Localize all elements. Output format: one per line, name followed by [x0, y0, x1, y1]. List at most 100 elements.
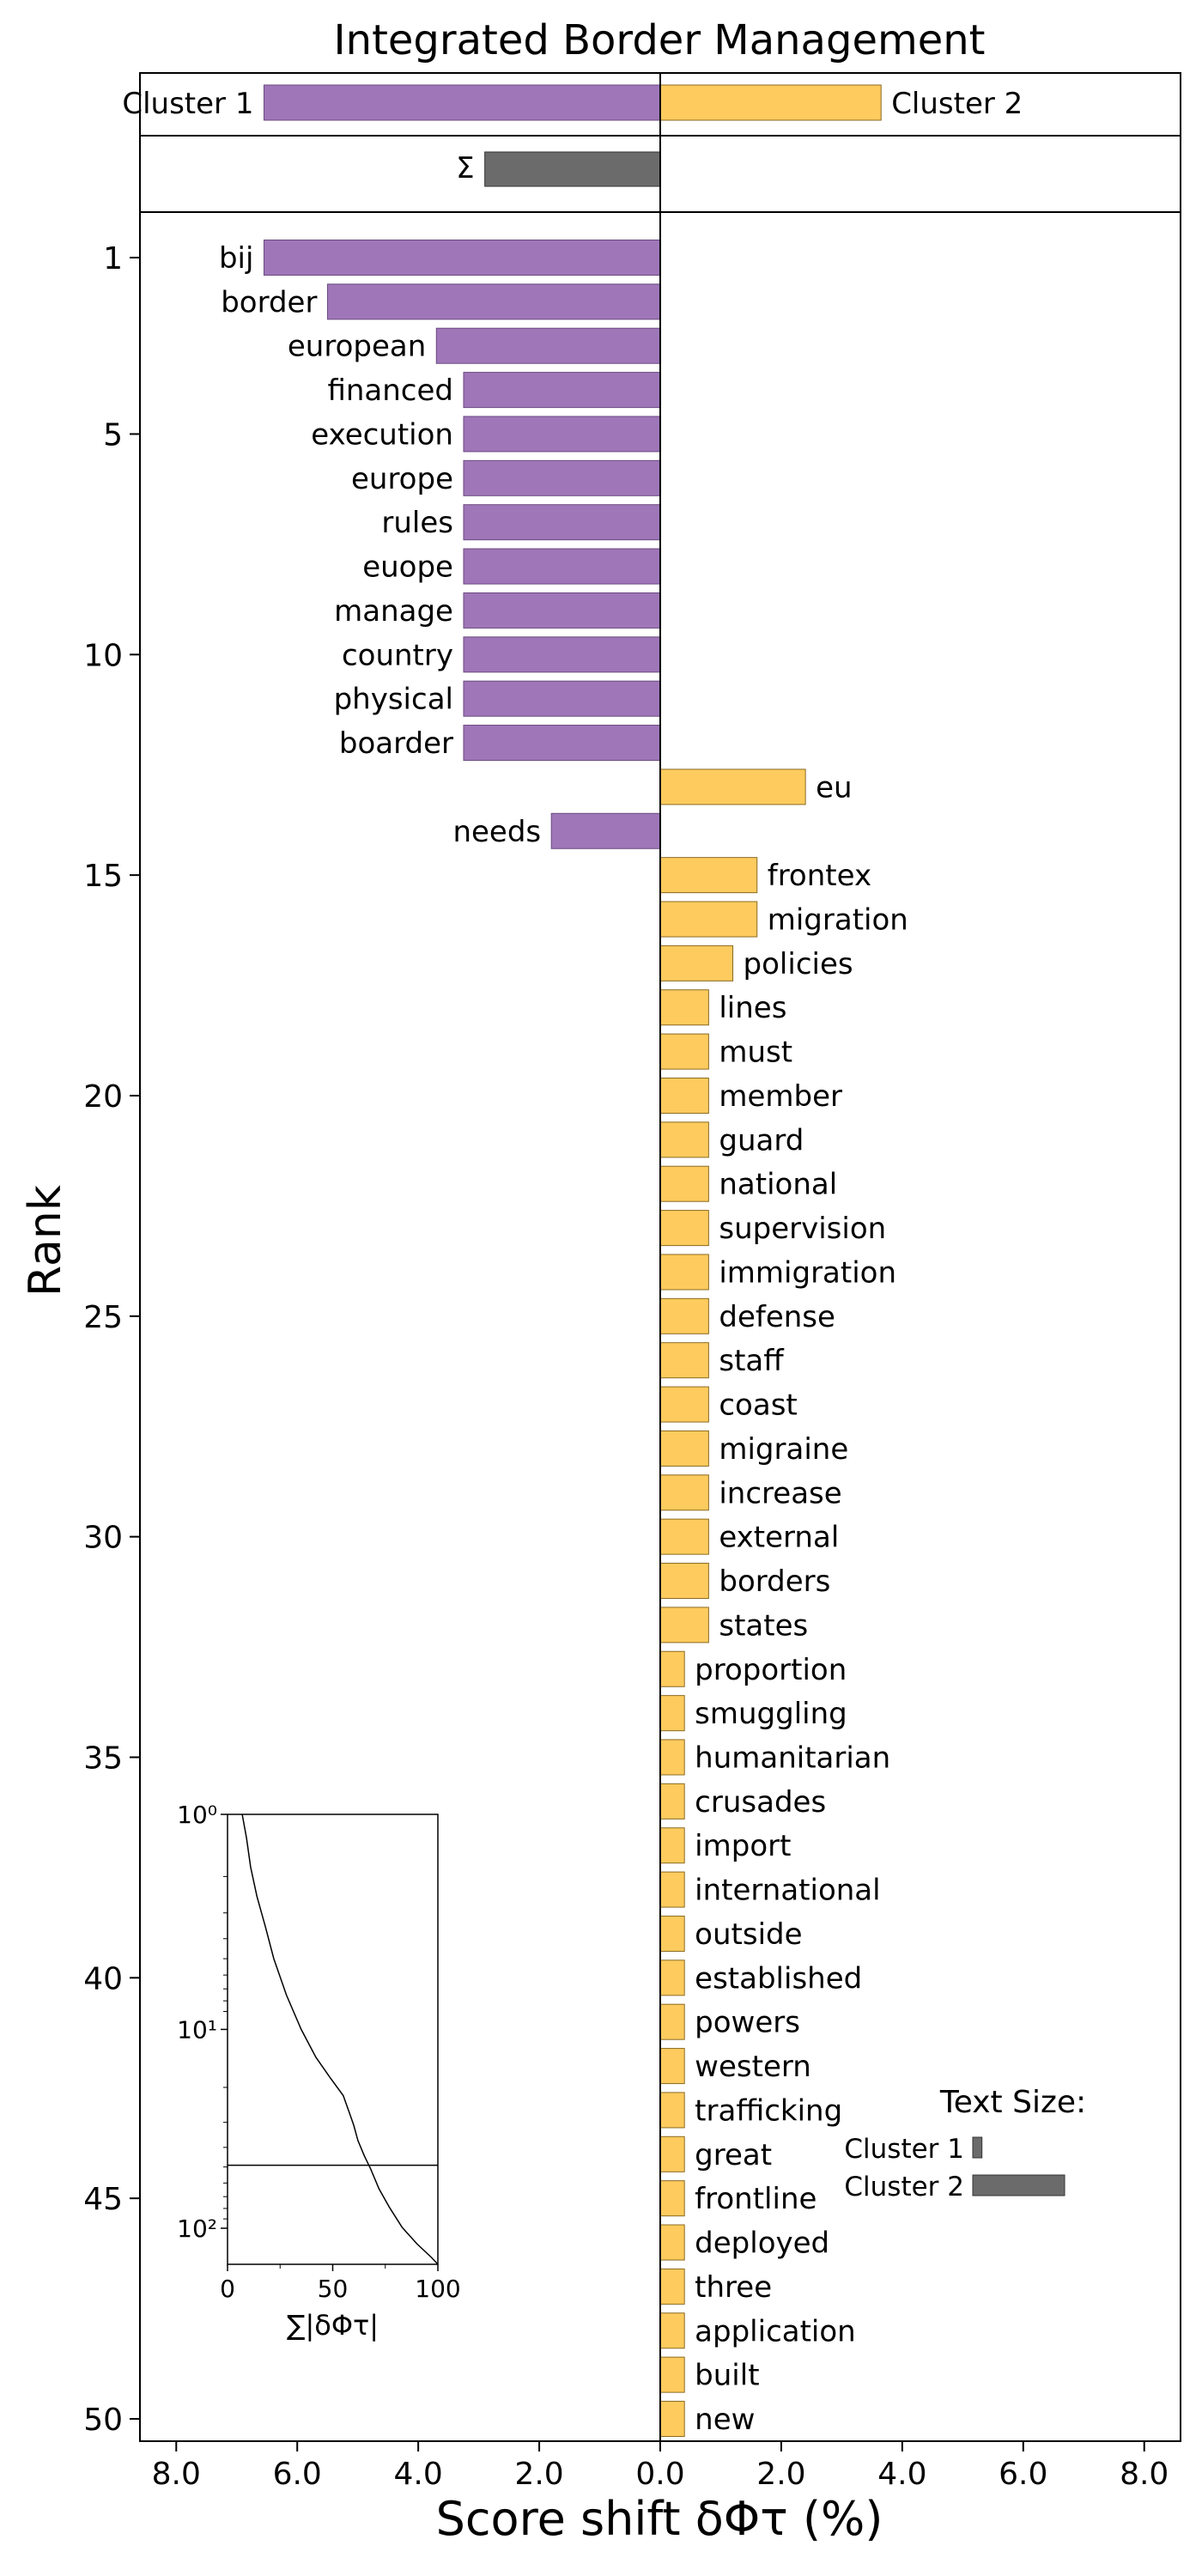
- bar-label-rank-22: national: [719, 1168, 837, 1202]
- bar-rank-31: [659, 1563, 709, 1600]
- bar-label-rank-37: import: [695, 1829, 791, 1863]
- bar-label-rank-35: humanitarian: [695, 1741, 890, 1775]
- x-tick-label: 2.0: [756, 2457, 805, 2492]
- bar-rank-42: [659, 2048, 685, 2085]
- bar-rank-2: [326, 283, 661, 320]
- bar-rank-1: [263, 240, 661, 276]
- bar-label-rank-9: manage: [334, 594, 453, 629]
- bar-rank-34: [659, 1695, 685, 1732]
- bar-label-rank-17: policies: [744, 947, 853, 981]
- bar-label-rank-23: supervision: [719, 1212, 886, 1246]
- inset-x-tick-label: 0: [220, 2275, 235, 2303]
- bar-rank-44: [659, 2136, 685, 2172]
- bar-label-rank-46: deployed: [695, 2227, 829, 2261]
- bar-label-rank-48: application: [695, 2314, 856, 2348]
- bar-rank-12: [463, 725, 661, 762]
- x-tick-label: 8.0: [1120, 2457, 1169, 2492]
- bar-label-rank-42: western: [695, 2050, 811, 2084]
- bar-rank-17: [659, 945, 734, 981]
- y-tick-label: 10: [83, 638, 123, 673]
- bar-label-rank-8: euope: [362, 550, 453, 585]
- bar-label-rank-15: frontex: [768, 859, 871, 893]
- bar-label-rank-39: outside: [695, 1917, 802, 1952]
- legend-title: Text Size:: [939, 2085, 1086, 2120]
- summary-bar-cluster2: [659, 84, 882, 121]
- bar-label-rank-30: external: [719, 1521, 839, 1555]
- bar-label-rank-16: migration: [768, 903, 908, 938]
- x-tick-label: 4.0: [394, 2457, 443, 2492]
- bar-rank-26: [659, 1342, 709, 1379]
- bar-rank-15: [659, 857, 758, 894]
- x-tick-label: 0.0: [635, 2457, 684, 2492]
- legend-bar-cluster2: [972, 2174, 1065, 2196]
- bar-label-rank-6: europe: [351, 462, 453, 496]
- bar-rank-5: [463, 416, 661, 453]
- x-axis-label: Score shift δΦτ (%): [436, 2492, 883, 2546]
- bar-label-rank-32: states: [719, 1608, 808, 1643]
- bar-rank-41: [659, 2003, 685, 2040]
- x-tick-label: 6.0: [273, 2457, 322, 2492]
- bar-label-rank-18: lines: [719, 991, 786, 1025]
- bar-rank-13: [659, 769, 806, 805]
- bar-label-rank-38: international: [695, 1874, 880, 1908]
- bar-rank-48: [659, 2312, 685, 2349]
- inset-y-tick-label: 10⁰: [177, 1801, 217, 1829]
- bar-label-rank-19: must: [719, 1036, 792, 1070]
- inset-y-tick-label: 10²: [177, 2215, 217, 2243]
- bar-label-rank-14: needs: [452, 815, 541, 849]
- y-tick-label: 35: [83, 1741, 123, 1776]
- bar-rank-39: [659, 1915, 685, 1952]
- chart-title: Integrated Border Management: [334, 16, 986, 64]
- bar-rank-22: [659, 1165, 709, 1202]
- bar-rank-21: [659, 1121, 709, 1158]
- y-tick-label: 30: [83, 1521, 123, 1556]
- legend-label-cluster2: Cluster 2: [844, 2172, 964, 2202]
- bar-rank-23: [659, 1210, 709, 1247]
- bar-label-rank-40: established: [695, 1961, 862, 1996]
- bar-rank-6: [463, 459, 661, 496]
- inset-x-tick-label: 50: [318, 2275, 349, 2303]
- bar-rank-10: [463, 636, 661, 673]
- bar-label-rank-41: powers: [695, 2006, 800, 2040]
- bar-rank-18: [659, 989, 709, 1026]
- y-tick-label: 50: [83, 2403, 123, 2438]
- bar-label-rank-45: frontline: [695, 2182, 817, 2216]
- inset-curve: [241, 1814, 439, 2265]
- bar-rank-33: [659, 1650, 685, 1687]
- bar-rank-30: [659, 1518, 709, 1555]
- bar-rank-50: [659, 2401, 685, 2437]
- bar-label-rank-21: guard: [719, 1123, 804, 1157]
- bar-label-rank-10: country: [342, 638, 453, 672]
- bar-rank-38: [659, 1871, 685, 1908]
- bar-label-rank-20: member: [719, 1079, 842, 1114]
- bar-label-rank-29: increase: [719, 1476, 841, 1510]
- bar-label-rank-31: borders: [719, 1564, 830, 1599]
- bar-rank-32: [659, 1607, 709, 1643]
- bar-rank-25: [659, 1297, 709, 1334]
- bar-rank-37: [659, 1827, 685, 1864]
- x-tick-label: 2.0: [514, 2457, 563, 2492]
- bar-label-rank-4: financed: [327, 374, 453, 408]
- bar-rank-14: [550, 812, 661, 849]
- y-tick-label: 40: [83, 1961, 123, 1996]
- inset-x-label: ∑|δΦτ|: [287, 2309, 379, 2342]
- summary-bar-sum: [484, 151, 661, 187]
- bar-label-rank-12: boarder: [339, 726, 453, 761]
- bar-rank-36: [659, 1783, 685, 1820]
- cumulative-inset: 0 50 100 10⁰ 10¹ 10² ∑|δΦτ|: [177, 1801, 461, 2342]
- y-tick-label: 15: [83, 859, 123, 894]
- text-size-legend: Text Size: Cluster 1 Cluster 2: [844, 2085, 1086, 2202]
- y-tick-label: 1: [103, 241, 123, 276]
- bar-rank-46: [659, 2224, 685, 2261]
- bar-label-rank-1: bij: [219, 241, 253, 276]
- y-tick-label: 25: [83, 1300, 123, 1335]
- bar-label-rank-50: new: [695, 2403, 755, 2437]
- bar-rank-27: [659, 1386, 709, 1423]
- bar-label-rank-36: crusades: [695, 1785, 826, 1820]
- summary-label-sum: Σ: [456, 151, 474, 185]
- bar-rank-9: [463, 592, 661, 629]
- x-tick-label: 8.0: [152, 2457, 201, 2492]
- bar-rank-45: [659, 2180, 685, 2217]
- bar-rank-4: [463, 372, 661, 409]
- bar-rank-29: [659, 1474, 709, 1511]
